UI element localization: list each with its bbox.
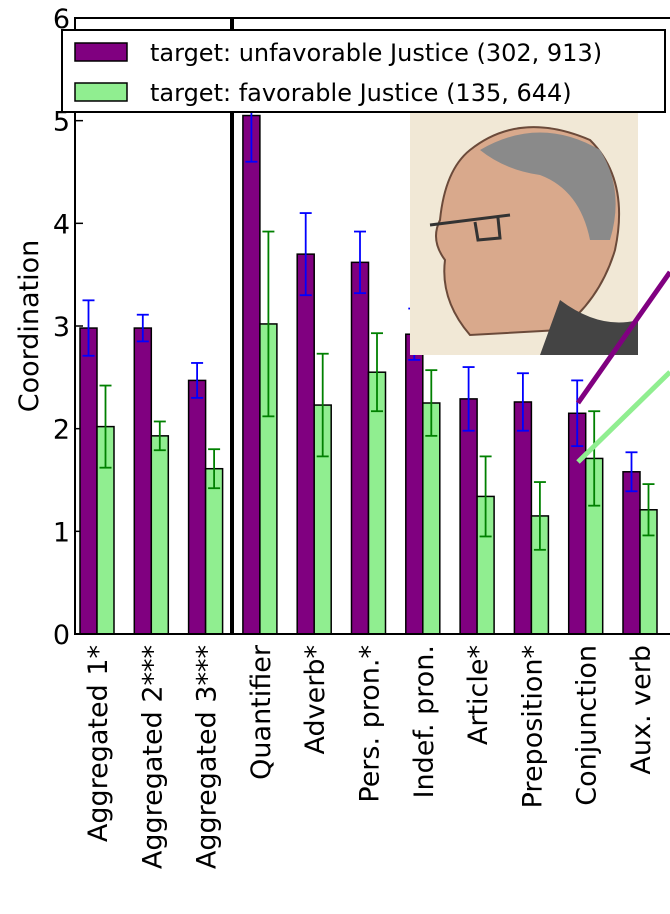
y-tick-label: 5 — [53, 107, 70, 138]
y-tick-label: 6 — [53, 4, 70, 35]
bar — [80, 328, 97, 634]
y-axis-label: Coordination — [14, 240, 45, 413]
legend-label: target: favorable Justice (135, 644) — [150, 79, 572, 107]
bar — [134, 328, 151, 634]
x-tick-label: Aggregated 2*** — [137, 645, 168, 869]
y-tick-label: 2 — [53, 415, 70, 446]
legend-label: target: unfavorable Justice (302, 913) — [150, 39, 602, 67]
bar — [297, 254, 314, 634]
bar — [189, 380, 206, 634]
x-tick-label: Quantifier — [246, 644, 277, 780]
bar — [352, 262, 369, 634]
x-tick-label: Aggregated 3*** — [192, 645, 223, 869]
bar — [514, 402, 531, 634]
bar — [151, 436, 168, 634]
x-tick-label: Adverb* — [300, 645, 331, 754]
bar — [623, 472, 640, 634]
y-tick-label: 0 — [53, 620, 70, 651]
legend-swatch — [75, 83, 127, 101]
x-tick-label: Indef. pron. — [409, 645, 440, 798]
x-tick-label: Aux. verb — [626, 645, 657, 775]
x-tick-label: Conjunction — [572, 645, 603, 806]
x-tick-label: Pers. pron.* — [355, 645, 386, 803]
y-tick-label: 4 — [53, 209, 70, 240]
y-tick-label: 1 — [53, 517, 70, 548]
x-tick-label: Article* — [463, 645, 494, 745]
y-tick-label: 3 — [53, 312, 70, 343]
x-tick-label: Aggregated 1* — [83, 645, 114, 842]
portrait — [410, 105, 638, 355]
bar — [460, 399, 477, 634]
bar — [243, 116, 260, 634]
bar — [406, 334, 423, 634]
chart: target: unfavorable Justice (302, 913) ta… — [0, 0, 670, 914]
bar — [423, 403, 440, 634]
legend: target: unfavorable Justice (302, 913) ta… — [62, 30, 665, 112]
legend-swatch — [75, 43, 127, 61]
bar — [206, 469, 223, 634]
x-tick-label: Preposition* — [517, 645, 548, 808]
